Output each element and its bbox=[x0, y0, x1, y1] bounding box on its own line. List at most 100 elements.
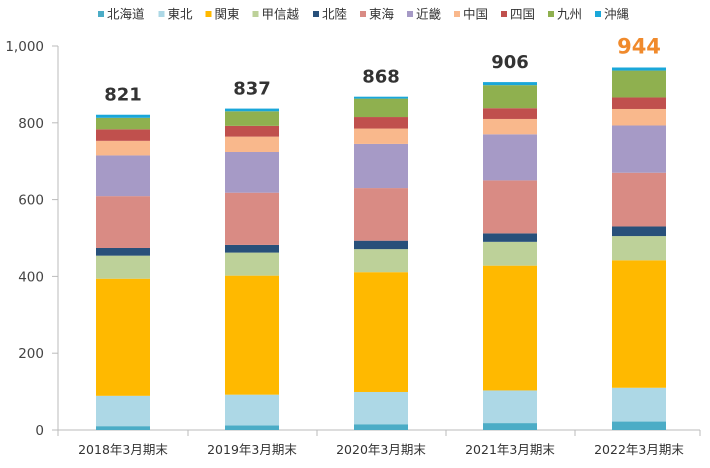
legend-item: 東北 bbox=[158, 7, 194, 22]
bar-segment bbox=[612, 421, 666, 430]
total-label: 944 bbox=[617, 35, 661, 59]
legend-label: 九州 bbox=[557, 7, 582, 22]
y-tick-label: 0 bbox=[35, 423, 44, 439]
legend-swatch bbox=[407, 11, 413, 17]
bar-segment bbox=[483, 134, 537, 181]
legend-swatch bbox=[158, 11, 165, 17]
bar-segment bbox=[483, 82, 537, 86]
bar-segment bbox=[483, 108, 537, 119]
bar-segment bbox=[96, 140, 150, 156]
bar-segment bbox=[612, 67, 666, 71]
legend-label: 北海道 bbox=[107, 7, 145, 22]
legend-label: 中国 bbox=[463, 7, 488, 22]
total-label: 906 bbox=[491, 52, 529, 73]
bar-segment bbox=[612, 226, 666, 237]
bar-segment bbox=[354, 143, 408, 189]
y-tick-label: 200 bbox=[18, 346, 44, 362]
bar-segment bbox=[225, 125, 279, 137]
y-tick-label: 600 bbox=[18, 193, 44, 209]
bar-segment bbox=[483, 390, 537, 424]
bar-segment bbox=[225, 244, 279, 253]
legend-item: 北陸 bbox=[313, 7, 347, 22]
legend-item: 甲信越 bbox=[252, 7, 300, 22]
bar-segment bbox=[354, 98, 408, 118]
bar-segment bbox=[612, 97, 666, 109]
legend-swatch bbox=[501, 11, 507, 17]
legend-item: 北海道 bbox=[98, 7, 145, 22]
bar-segment bbox=[96, 395, 150, 427]
legend-swatch bbox=[98, 11, 104, 17]
bar-segment bbox=[96, 247, 150, 256]
bar-segment bbox=[225, 275, 279, 395]
bar-segment bbox=[225, 108, 279, 112]
y-tick-label: 800 bbox=[18, 116, 44, 132]
total-label: 868 bbox=[362, 67, 400, 88]
bar-segment bbox=[354, 188, 408, 241]
legend-swatch bbox=[252, 11, 259, 17]
bar-segment bbox=[612, 125, 666, 173]
legend-item: 東海 bbox=[360, 7, 395, 22]
legend-label: 四国 bbox=[510, 7, 535, 22]
bar-segment bbox=[96, 117, 150, 130]
y-tick-label: 1,000 bbox=[5, 39, 44, 55]
bar-segment bbox=[354, 128, 408, 144]
bar-segment bbox=[483, 241, 537, 266]
legend-label: 北陸 bbox=[322, 7, 347, 22]
total-label: 821 bbox=[104, 85, 142, 106]
bar-segment bbox=[354, 272, 408, 392]
legend-swatch bbox=[205, 11, 212, 17]
bar-segment bbox=[612, 172, 666, 227]
legend-item: 九州 bbox=[548, 7, 582, 22]
bar-segment bbox=[225, 252, 279, 276]
bar-segment bbox=[483, 423, 537, 430]
legend-item: 近畿 bbox=[407, 7, 442, 22]
bar-segment bbox=[225, 192, 279, 245]
y-tick-label: 400 bbox=[18, 269, 44, 285]
bar-segment bbox=[483, 118, 537, 135]
bar-segment bbox=[612, 70, 666, 98]
bar-segment bbox=[225, 151, 279, 193]
bar-segment bbox=[96, 426, 150, 430]
bar-segment bbox=[96, 155, 150, 197]
x-category-label: 2020年3月期末 bbox=[336, 442, 426, 457]
bar-segment bbox=[483, 265, 537, 391]
bar-segment bbox=[96, 196, 150, 248]
legend-label: 東海 bbox=[369, 7, 395, 22]
legend-swatch bbox=[360, 11, 366, 17]
legend-label: 甲信越 bbox=[262, 7, 300, 22]
bar-segment bbox=[354, 391, 408, 425]
bar-segment bbox=[483, 233, 537, 242]
bar-segment bbox=[225, 425, 279, 430]
legend-item: 沖縄 bbox=[595, 7, 630, 22]
bar-segment bbox=[612, 387, 666, 422]
bar-segment bbox=[612, 260, 666, 388]
legend-swatch bbox=[313, 11, 319, 17]
bar-segment bbox=[96, 255, 150, 279]
legend-label: 近畿 bbox=[416, 7, 442, 22]
legend-label: 関東 bbox=[215, 7, 241, 22]
x-category-label: 2019年3月期末 bbox=[207, 442, 297, 457]
bar-segment bbox=[354, 249, 408, 273]
legend-swatch bbox=[454, 11, 460, 17]
bar-segment bbox=[354, 424, 408, 430]
bar-segment bbox=[96, 129, 150, 141]
legend-item: 関東 bbox=[205, 7, 241, 22]
legend-item: 中国 bbox=[454, 7, 488, 22]
bar-segment bbox=[354, 96, 408, 99]
bar-segment bbox=[225, 111, 279, 126]
bar-segment bbox=[483, 85, 537, 109]
bar-segment bbox=[354, 117, 408, 129]
bar-segment bbox=[225, 394, 279, 426]
x-category-label: 2018年3月期末 bbox=[78, 442, 168, 457]
legend-item: 四国 bbox=[501, 7, 535, 22]
legend-label: 東北 bbox=[168, 7, 194, 22]
total-label: 837 bbox=[233, 79, 271, 100]
bar-segment bbox=[96, 278, 150, 396]
legend-swatch bbox=[595, 11, 601, 17]
bar-segment bbox=[612, 108, 666, 126]
bar-segment bbox=[96, 114, 150, 118]
bar-segment bbox=[483, 180, 537, 234]
bar-segment bbox=[354, 240, 408, 250]
